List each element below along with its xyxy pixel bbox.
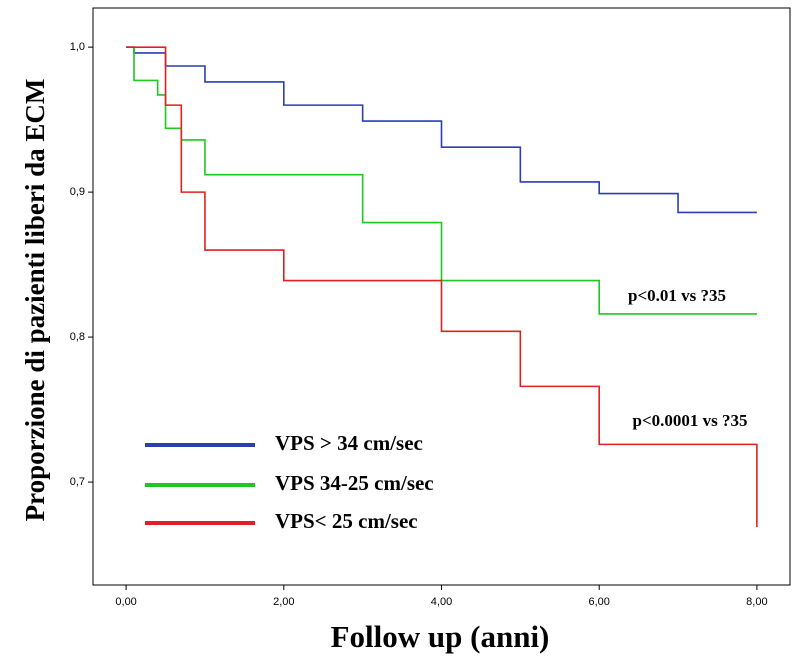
legend-label: VPS< 25 cm/sec [275, 509, 418, 533]
x-tick-label: 2,00 [273, 596, 294, 608]
y-tick-label: 1,0 [70, 41, 85, 53]
annotation: p<0.0001 vs ?35 [632, 411, 747, 430]
x-tick-label: 0,00 [115, 596, 136, 608]
x-axis-title: Follow up (anni) [331, 619, 550, 654]
legend-label: VPS > 34 cm/sec [275, 431, 423, 455]
y-tick-label: 0,8 [70, 331, 85, 343]
x-tick-label: 4,00 [431, 596, 452, 608]
survival-curve [126, 46, 757, 315]
y-tick-label: 0,9 [70, 186, 85, 198]
survival-curve [126, 46, 758, 528]
y-axis-title: Proporzione di pazienti liberi da ECM [20, 79, 50, 522]
annotation: p<0.01 vs ?35 [628, 286, 726, 305]
y-tick-label: 0,7 [70, 476, 85, 488]
x-tick-label: 6,00 [588, 596, 609, 608]
legend-label: VPS 34-25 cm/sec [275, 471, 434, 495]
x-tick-label: 8,00 [746, 596, 767, 608]
